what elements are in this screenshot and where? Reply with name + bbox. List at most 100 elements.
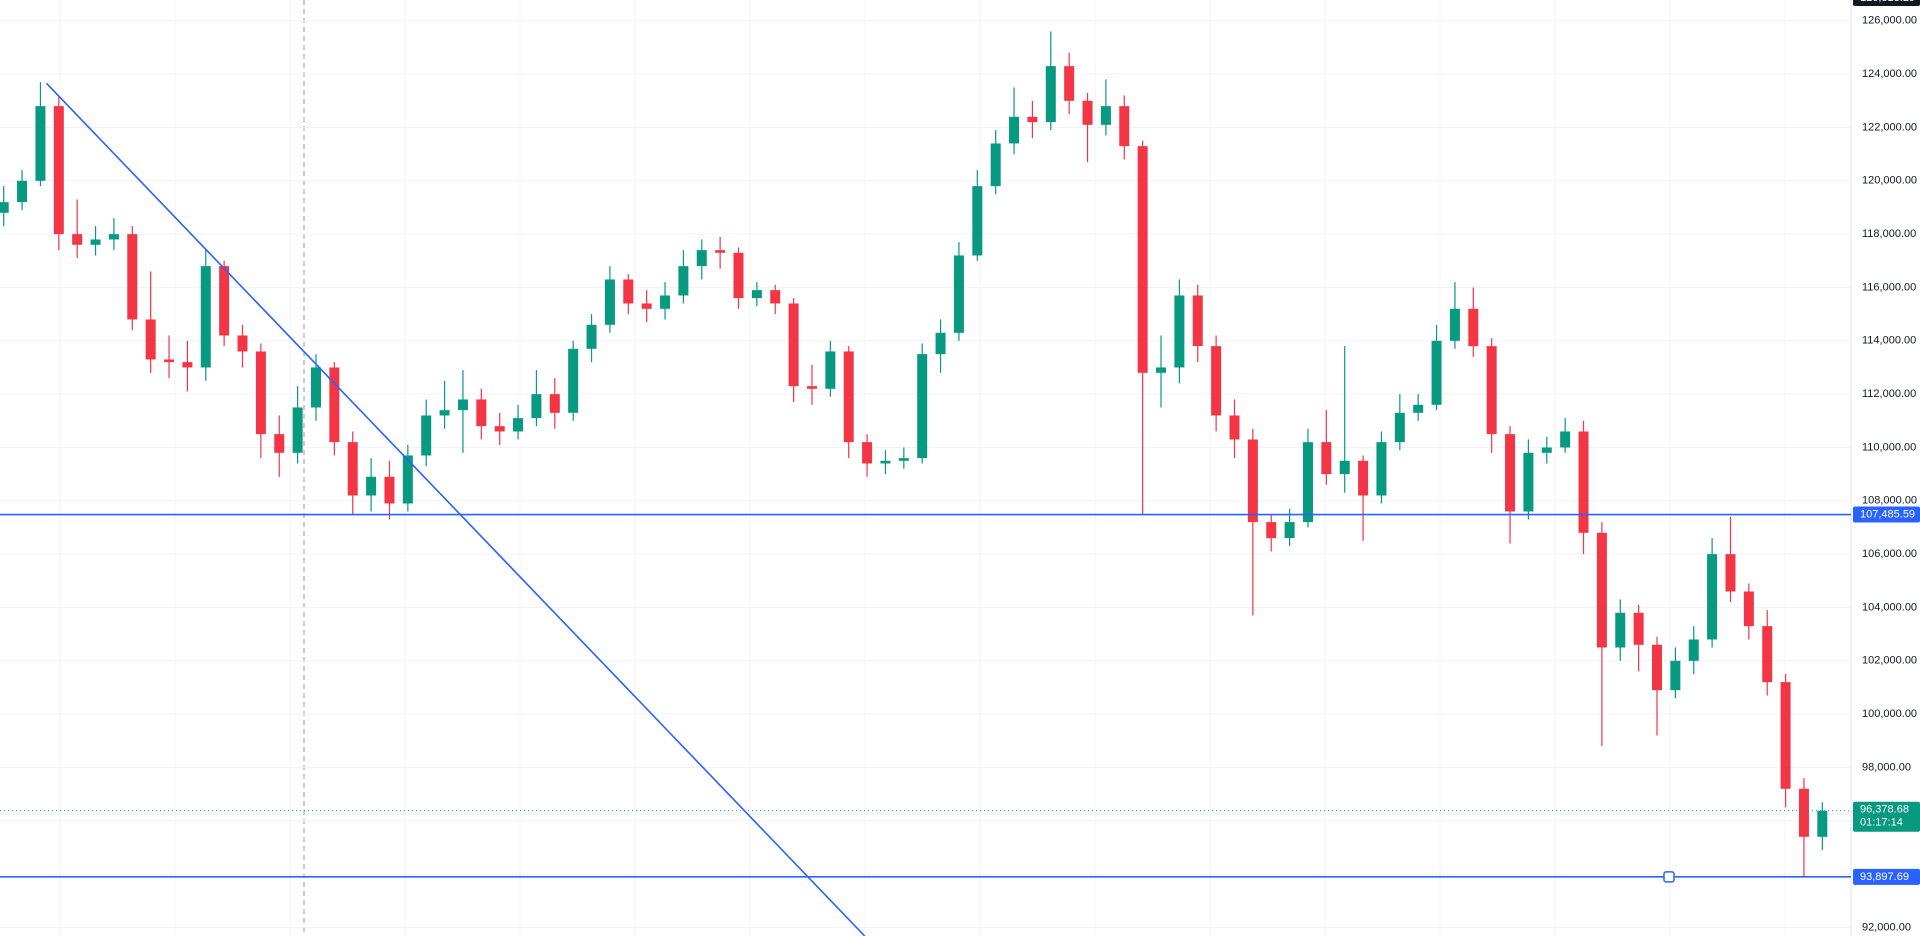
- level-label: 107,485.59: [1860, 508, 1915, 520]
- candle-body: [1192, 295, 1203, 347]
- candle-body: [476, 399, 487, 427]
- candle-body: [641, 303, 652, 309]
- y-tick-label: 100,000.00: [1862, 708, 1917, 720]
- candle-body: [1413, 404, 1424, 413]
- candle-body: [310, 367, 321, 408]
- candle-body: [1339, 460, 1350, 475]
- candle-body: [1615, 612, 1626, 648]
- level-label: 93,897.69: [1860, 871, 1909, 883]
- candle-body: [237, 335, 248, 352]
- candle-body: [219, 266, 230, 336]
- candle-body: [1358, 460, 1369, 496]
- candle-body: [1266, 522, 1277, 539]
- candle-body: [623, 279, 634, 304]
- candle-body: [549, 394, 560, 413]
- candle-body: [439, 410, 450, 416]
- y-tick-label: 112,000.00: [1862, 388, 1916, 400]
- candle-body: [1707, 554, 1718, 640]
- candle-body: [366, 476, 377, 496]
- candle-body: [384, 476, 395, 504]
- candle-body: [457, 399, 468, 411]
- candle-body: [825, 351, 836, 389]
- y-tick-label: 120,000.00: [1862, 175, 1917, 187]
- candle-body: [90, 239, 101, 245]
- candle-body: [1468, 308, 1479, 347]
- candle-body: [1082, 100, 1093, 125]
- candle-body: [604, 279, 615, 325]
- y-tick-label: 122,000.00: [1862, 121, 1917, 133]
- y-tick-label: 114,000.00: [1862, 335, 1916, 347]
- crosshair-label: 126,818.29: [1860, 0, 1915, 4]
- candle-body: [1156, 367, 1167, 373]
- level-handle: [1663, 871, 1675, 883]
- candle-body: [917, 354, 928, 459]
- candle-body: [1431, 340, 1442, 405]
- candle-body: [1247, 439, 1258, 523]
- candle-body: [1009, 116, 1020, 144]
- candle-body: [200, 266, 211, 368]
- y-tick-label: 110,000.00: [1862, 441, 1916, 453]
- candle-body: [935, 332, 946, 355]
- candle-body: [1229, 415, 1240, 440]
- y-tick-label: 118,000.00: [1862, 228, 1916, 240]
- candle-body: [990, 143, 1001, 187]
- candle-body: [255, 351, 266, 435]
- candle-body: [182, 362, 193, 368]
- candle-body: [329, 367, 340, 443]
- candle-body: [733, 252, 744, 299]
- y-tick-label: 92,000.00: [1862, 921, 1911, 933]
- candle-body: [1817, 810, 1828, 837]
- candle-body: [751, 290, 762, 299]
- y-tick-label: 104,000.00: [1862, 601, 1917, 613]
- candle-body: [1376, 442, 1387, 496]
- candle-body: [953, 255, 964, 333]
- candle-body: [1670, 660, 1681, 691]
- candle-body: [788, 303, 799, 387]
- candle-body: [1486, 346, 1497, 435]
- candle-body: [1541, 447, 1552, 453]
- candle-body: [1523, 452, 1534, 512]
- candle-body: [972, 186, 983, 256]
- candle-body: [1798, 788, 1809, 837]
- candle-body: [1394, 412, 1405, 443]
- vertical-grid: [59, 0, 1786, 936]
- candle-body: [1578, 431, 1589, 533]
- candle-body: [1449, 308, 1460, 341]
- y-tick-label: 126,000.00: [1862, 15, 1917, 27]
- candle-body: [292, 407, 303, 453]
- candle-body: [715, 250, 726, 253]
- countdown-label: 01:17:14: [1860, 817, 1903, 829]
- last-price-label: 96,378.68: [1860, 804, 1909, 816]
- candle-body: [1688, 639, 1699, 661]
- candle-body: [880, 460, 891, 464]
- candle-body: [696, 250, 707, 267]
- candle-body: [1119, 106, 1130, 147]
- candle-body: [531, 394, 542, 419]
- y-tick-label: 102,000.00: [1862, 655, 1917, 667]
- candle-body: [1725, 554, 1736, 592]
- candle-body: [1100, 106, 1111, 125]
- candle-body: [1174, 295, 1185, 368]
- candle-body: [770, 290, 781, 304]
- y-tick-label: 108,000.00: [1862, 495, 1917, 507]
- level-label-box: [1853, 506, 1920, 523]
- candle-body: [1211, 346, 1222, 416]
- candle-body: [347, 442, 358, 496]
- candle-body: [494, 426, 505, 432]
- candle-body: [72, 234, 83, 245]
- candle-body: [1302, 442, 1313, 523]
- candle-body: [402, 455, 413, 504]
- candle-body: [164, 359, 175, 363]
- candle-body: [1560, 431, 1571, 448]
- candle-body: [513, 418, 524, 432]
- candle-body: [806, 386, 817, 389]
- candle-body: [0, 202, 9, 213]
- level-label-box: [1853, 868, 1920, 885]
- candle-body: [1321, 442, 1332, 475]
- candle-body: [1762, 626, 1773, 683]
- candle-body: [862, 442, 873, 464]
- candle-body: [108, 234, 119, 240]
